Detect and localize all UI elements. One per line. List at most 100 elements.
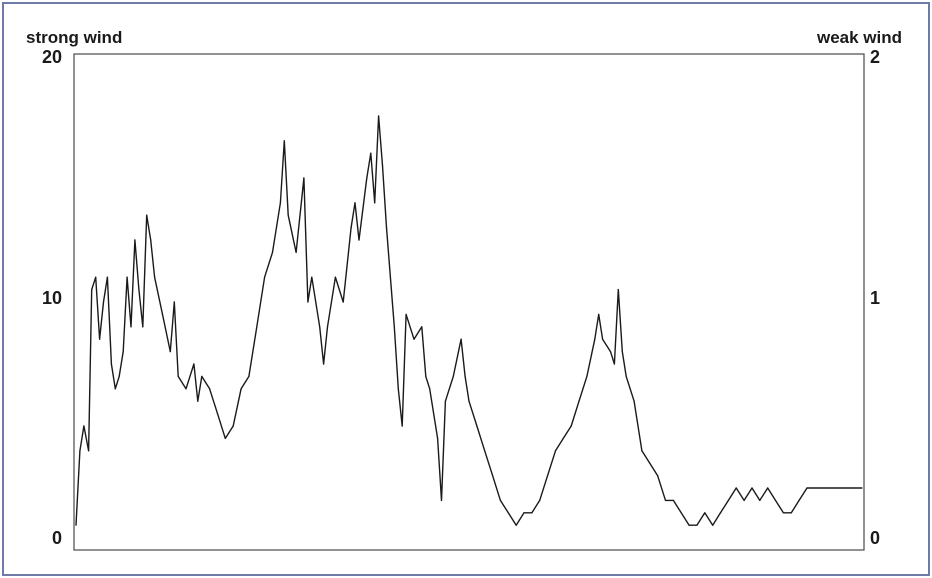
data-point-0-86 xyxy=(562,437,564,439)
data-point-0-114 xyxy=(759,499,761,501)
data-point-0-25 xyxy=(185,388,187,390)
data-point-0-23 xyxy=(173,301,175,303)
data-point-0-2 xyxy=(83,425,85,427)
data-point-0-93 xyxy=(609,351,612,353)
data-point-0-94 xyxy=(613,363,616,365)
data-point-0-99 xyxy=(641,450,643,452)
data-point-0-39 xyxy=(283,140,285,142)
series-layer xyxy=(75,115,863,526)
data-point-0-115 xyxy=(767,487,769,489)
data-point-0-7 xyxy=(102,301,105,303)
data-point-0-127 xyxy=(861,487,863,489)
data-point-0-3 xyxy=(88,450,90,452)
data-point-0-12 xyxy=(122,351,124,353)
data-point-0-76 xyxy=(484,450,486,452)
data-point-0-71 xyxy=(452,375,454,377)
data-point-0-62 xyxy=(401,425,403,427)
plot-area xyxy=(73,53,865,551)
right-axis-title: weak wind xyxy=(816,28,902,47)
data-point-0-38 xyxy=(279,202,281,204)
data-point-0-47 xyxy=(326,326,329,328)
data-point-0-61 xyxy=(397,388,399,390)
data-point-0-79 xyxy=(507,512,509,514)
data-point-0-1 xyxy=(79,450,81,452)
data-point-0-109 xyxy=(719,512,722,514)
data-point-0-89 xyxy=(586,375,588,377)
data-point-0-88 xyxy=(578,400,580,402)
data-point-0-113 xyxy=(751,487,753,489)
data-point-0-120 xyxy=(806,487,808,489)
data-point-0-45 xyxy=(319,326,321,328)
data-point-0-74 xyxy=(468,400,470,402)
data-point-0-33 xyxy=(240,388,242,390)
data-point-0-121 xyxy=(814,487,816,489)
data-point-0-35 xyxy=(256,326,258,328)
data-point-0-59 xyxy=(389,276,391,278)
left-axis-title: strong wind xyxy=(26,28,123,47)
data-point-0-17 xyxy=(142,326,144,328)
data-point-0-56 xyxy=(378,115,380,117)
data-point-0-55 xyxy=(374,202,376,204)
data-point-0-20 xyxy=(154,276,156,278)
data-point-0-101 xyxy=(657,475,659,477)
data-point-0-117 xyxy=(782,512,785,514)
data-point-0-14 xyxy=(130,326,132,328)
data-point-0-83 xyxy=(539,499,541,501)
data-point-0-36 xyxy=(264,276,266,278)
data-point-0-125 xyxy=(845,487,847,489)
data-point-0-124 xyxy=(837,487,840,489)
data-point-0-110 xyxy=(727,499,730,501)
data-point-0-77 xyxy=(492,475,494,477)
data-point-0-90 xyxy=(594,338,596,340)
data-point-0-107 xyxy=(704,512,706,514)
data-point-0-97 xyxy=(625,375,627,377)
data-point-0-13 xyxy=(126,276,128,278)
data-point-0-43 xyxy=(307,301,309,303)
data-point-0-58 xyxy=(385,227,388,229)
data-point-0-48 xyxy=(334,276,336,278)
data-point-0-8 xyxy=(106,276,108,278)
data-point-0-19 xyxy=(150,239,152,241)
data-point-0-103 xyxy=(672,499,675,501)
data-point-0-95 xyxy=(617,289,619,291)
data-point-0-6 xyxy=(99,338,101,340)
data-point-0-72 xyxy=(460,338,462,340)
data-point-0-119 xyxy=(798,499,800,501)
data-point-0-49 xyxy=(342,301,344,303)
data-point-0-69 xyxy=(440,499,443,501)
data-point-0-4 xyxy=(91,289,93,291)
data-point-0-22 xyxy=(169,351,171,353)
data-point-0-66 xyxy=(425,375,427,377)
data-point-0-51 xyxy=(354,202,356,204)
data-point-0-9 xyxy=(110,363,112,365)
right-tick-2: 2 xyxy=(870,47,881,67)
data-point-0-37 xyxy=(271,251,274,253)
data-point-0-91 xyxy=(598,313,600,315)
data-point-0-65 xyxy=(421,326,423,328)
data-point-0-16 xyxy=(138,289,140,291)
data-point-0-68 xyxy=(437,437,439,439)
data-point-0-46 xyxy=(323,363,325,365)
data-point-0-81 xyxy=(523,512,525,514)
data-point-0-29 xyxy=(209,388,211,390)
data-point-0-104 xyxy=(680,512,682,514)
data-point-0-54 xyxy=(370,152,372,154)
data-point-0-118 xyxy=(790,512,792,514)
data-point-0-98 xyxy=(633,400,635,402)
data-point-0-105 xyxy=(688,524,690,526)
right-tick-1: 1 xyxy=(870,288,881,308)
data-point-0-70 xyxy=(444,400,446,402)
data-point-0-102 xyxy=(664,499,667,501)
data-point-0-52 xyxy=(358,239,360,241)
data-point-0-78 xyxy=(499,499,501,501)
data-point-0-10 xyxy=(114,388,116,390)
data-point-0-112 xyxy=(743,499,745,501)
data-point-0-123 xyxy=(830,487,832,489)
data-point-0-32 xyxy=(232,425,234,427)
data-point-0-111 xyxy=(735,487,737,489)
data-point-0-92 xyxy=(602,338,604,340)
data-point-0-15 xyxy=(134,239,136,241)
data-point-0-40 xyxy=(287,214,289,216)
data-point-0-100 xyxy=(649,462,651,464)
